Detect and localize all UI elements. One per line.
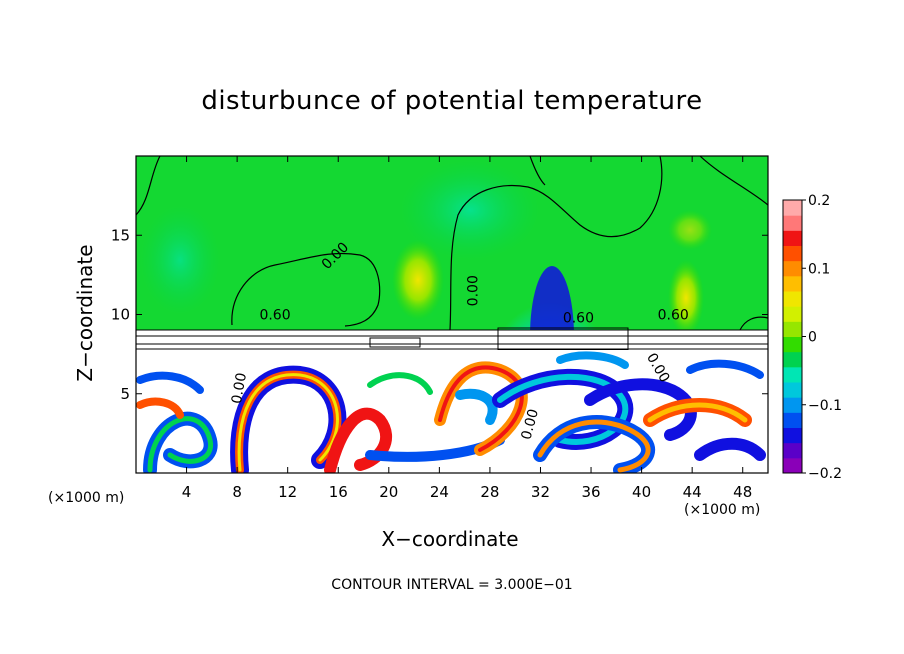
light-patch-left <box>140 205 220 315</box>
x-tick-label: 36 <box>581 483 600 501</box>
colorbar: 0.2 0.1 0 −0.1 −0.2 <box>782 193 842 482</box>
colorbar-swatch <box>783 336 802 353</box>
contour-label: 0.00 <box>519 407 543 441</box>
x-tick-label: 12 <box>278 483 297 501</box>
y-axis-ticks: 5 10 15 <box>111 226 768 403</box>
contour-interval-note: CONTOUR INTERVAL = 3.000E−01 <box>331 577 573 593</box>
turbulent-eddies <box>136 351 766 473</box>
x-tick-label: 8 <box>232 483 242 501</box>
x-axis-ticks: 4 8 12 16 20 24 28 32 36 40 44 48 <box>182 156 752 501</box>
x-tick-label: 40 <box>632 483 651 501</box>
colorbar-swatch <box>783 200 802 216</box>
colorbar-tick-label: 0.2 <box>808 193 830 209</box>
y-tick-label: 5 <box>120 385 130 403</box>
colorbar-swatch <box>783 382 802 398</box>
x-tick-label: 24 <box>430 483 449 501</box>
colorbar-swatch <box>783 427 802 444</box>
colorbar-swatch <box>783 321 802 337</box>
warm-patch-3 <box>668 210 712 250</box>
colorbar-tick-label: 0 <box>808 330 817 346</box>
x-unit-note: (×1000 m) <box>48 490 125 506</box>
y-tick-label: 10 <box>111 306 130 324</box>
colorbar-swatch <box>783 291 802 307</box>
contour-label: 0.60 <box>563 310 594 326</box>
colorbar-swatch <box>783 366 802 383</box>
colorbar-tick-label: −0.1 <box>808 398 842 414</box>
warm-patch-2 <box>668 260 704 336</box>
contour-label: 0.00 <box>465 275 481 306</box>
warm-patch-1 <box>392 240 444 320</box>
plot-area <box>136 156 768 473</box>
inversion-layer <box>136 330 768 350</box>
y-tick-label: 15 <box>111 226 130 244</box>
colorbar-swatch <box>783 215 802 231</box>
colorbar-swatch <box>783 275 802 292</box>
colorbar-swatch <box>783 351 802 368</box>
x-axis-label: X−coordinate <box>381 527 519 551</box>
contour-label: 0.60 <box>658 307 689 323</box>
colorbar-swatch <box>783 397 802 413</box>
x-tick-label: 44 <box>683 483 702 501</box>
colorbar-swatch <box>783 245 802 262</box>
x-tick-label: 4 <box>182 483 192 501</box>
contour-label: 0.00 <box>229 372 250 405</box>
colorbar-tick-label: −0.2 <box>808 466 842 482</box>
x-tick-label: 48 <box>733 483 752 501</box>
colorbar-swatch <box>783 230 802 246</box>
x-tick-label: 16 <box>329 483 348 501</box>
x-tick-label: 20 <box>379 483 398 501</box>
contour-lines <box>136 156 768 331</box>
chart-title: disturbunce of potential temperature <box>201 86 703 116</box>
colorbar-swatch <box>783 260 802 277</box>
contour-label: 0.60 <box>259 307 290 323</box>
y-axis-label: Z−coordinate <box>73 244 97 382</box>
colorbar-tick-label: 0.1 <box>808 261 830 277</box>
colorbar-swatch <box>783 412 802 428</box>
colorbar-swatch <box>783 457 802 474</box>
x-tick-label: 28 <box>480 483 499 501</box>
x-tick-label: 32 <box>531 483 550 501</box>
z-unit-note: (×1000 m) <box>684 502 761 518</box>
colorbar-swatch <box>783 306 802 322</box>
colorbar-swatch <box>783 442 802 459</box>
